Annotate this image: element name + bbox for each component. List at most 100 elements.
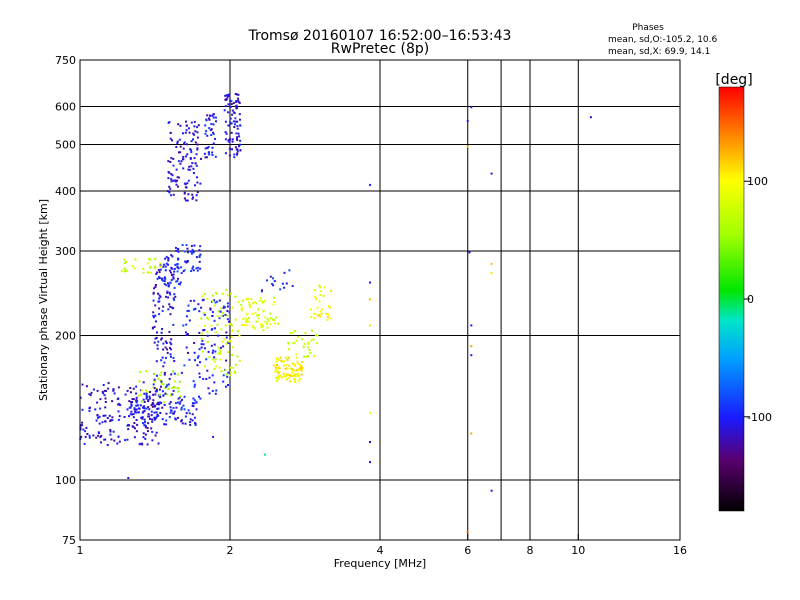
echo-point	[144, 425, 147, 427]
echo-point	[470, 345, 473, 348]
echo-point	[158, 271, 161, 274]
echo-point	[176, 140, 179, 143]
echo-point	[171, 139, 173, 142]
echo-point	[171, 386, 174, 389]
echo-point	[135, 400, 138, 403]
echo-point	[192, 269, 195, 272]
echo-point	[180, 266, 183, 269]
echo-point	[147, 406, 150, 409]
echo-point	[170, 180, 173, 183]
echo-point	[147, 271, 149, 274]
echo-point	[203, 313, 206, 316]
echo-point	[232, 102, 235, 105]
echo-point	[303, 355, 306, 358]
echo-point	[200, 306, 203, 309]
echo-point	[209, 129, 212, 132]
x-tick-label: 10	[571, 544, 585, 557]
echo-point	[155, 388, 158, 391]
echo-point	[155, 390, 158, 393]
echo-point	[167, 177, 170, 180]
echo-point	[238, 334, 241, 337]
echo-point	[149, 271, 152, 274]
echo-point	[177, 277, 179, 280]
echo-point	[153, 341, 156, 344]
echo-point	[142, 381, 145, 384]
echo-point	[159, 374, 162, 377]
echo-point	[178, 402, 181, 405]
echo-point	[152, 316, 155, 319]
echo-point	[125, 269, 128, 272]
echo-point	[105, 390, 107, 392]
echo-point	[216, 323, 219, 326]
echo-point	[194, 130, 197, 133]
echo-point	[212, 349, 215, 352]
echo-point	[203, 347, 206, 350]
echo-point	[203, 329, 206, 331]
echo-point	[117, 386, 120, 389]
echo-point	[153, 387, 156, 390]
chart-title: Tromsø 20160107 16:52:00–16:53:43	[248, 28, 512, 44]
colorbar-ticks: 100 0 -100	[744, 175, 772, 424]
echo-point	[151, 430, 154, 433]
echo-point	[86, 433, 89, 435]
echo-point	[134, 427, 136, 430]
echo-point	[132, 387, 135, 390]
echo-point	[164, 269, 167, 272]
echo-point	[284, 367, 287, 370]
echo-point	[211, 314, 214, 317]
echo-point	[193, 120, 196, 123]
echo-point	[269, 317, 272, 320]
echo-point	[236, 93, 239, 96]
echo-point	[264, 316, 267, 319]
echo-point	[175, 280, 178, 283]
echo-point	[161, 277, 164, 280]
echo-point	[234, 93, 237, 95]
echo-point	[201, 299, 204, 302]
echo-point	[166, 190, 169, 192]
echo-point	[171, 267, 174, 270]
echo-point	[97, 416, 100, 419]
echo-point	[139, 404, 142, 407]
echo-point	[233, 126, 236, 128]
echo-point	[228, 154, 231, 157]
echo-point	[168, 303, 171, 306]
echo-point	[296, 369, 299, 371]
echo-point	[135, 408, 138, 411]
echo-point	[99, 407, 102, 410]
echo-point	[279, 374, 282, 377]
echo-point	[147, 422, 150, 425]
echo-point	[229, 374, 232, 377]
colorbar-label: [deg]	[715, 72, 752, 88]
echo-point	[275, 360, 278, 363]
echo-point	[149, 391, 152, 393]
echo-point	[316, 342, 319, 345]
echo-point	[104, 414, 107, 417]
echo-point	[156, 271, 158, 274]
echo-point	[196, 191, 199, 194]
echo-point	[274, 322, 277, 325]
echo-point	[206, 330, 209, 333]
echo-point	[197, 303, 200, 306]
echo-point	[177, 397, 180, 400]
echo-point	[312, 338, 315, 341]
echo-point	[226, 96, 229, 99]
echo-point	[236, 150, 239, 153]
echo-point	[182, 155, 185, 158]
echo-point	[310, 339, 313, 342]
echo-point	[302, 345, 305, 348]
echo-point	[180, 420, 183, 423]
echo-point	[285, 356, 288, 359]
echo-point	[236, 120, 239, 123]
y-tick-label: 500	[55, 139, 76, 152]
echo-point	[259, 297, 262, 300]
echo-point	[269, 312, 272, 315]
echo-point	[227, 111, 230, 114]
echo-point	[240, 309, 243, 312]
echo-point	[159, 396, 162, 399]
echo-point	[246, 319, 249, 322]
echo-point	[224, 98, 227, 101]
echo-point	[112, 430, 115, 433]
echo-point	[291, 331, 294, 334]
echo-point	[300, 368, 303, 371]
